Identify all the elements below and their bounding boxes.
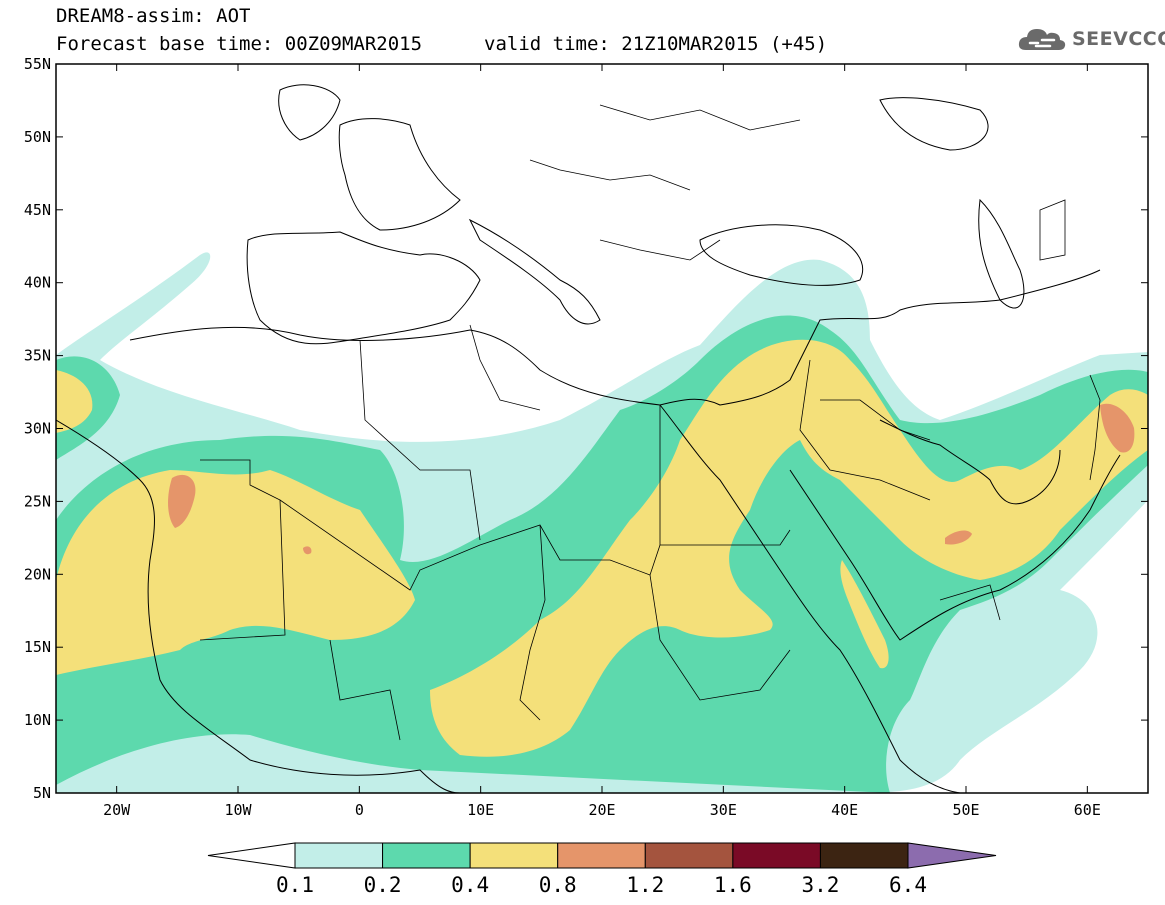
lon-tick-label: 50E bbox=[952, 801, 979, 819]
coastlines bbox=[56, 84, 1121, 793]
lat-tick-label: 55N bbox=[24, 55, 51, 73]
lat-tick-label: 50N bbox=[24, 128, 51, 146]
aot-band-0.8-1.2 bbox=[168, 403, 1135, 555]
aot-field bbox=[56, 252, 1148, 793]
colorbar-label: 3.2 bbox=[801, 873, 839, 897]
map-title: DREAM8-assim: AOT bbox=[56, 5, 251, 27]
colorbar: 0.1 0.2 0.4 0.8 1.2 1.6 3.2 6.4 bbox=[207, 842, 997, 897]
colorbar-swatch bbox=[732, 842, 821, 869]
seevccc-logo: SEEVCCC bbox=[1016, 22, 1165, 56]
lat-tick-label: 25N bbox=[24, 492, 51, 510]
colorbar-label: 0.1 bbox=[276, 873, 314, 897]
lat-tick-label: 5N bbox=[33, 784, 51, 802]
lon-axis: 20W 10W 0 10E 20E 30E 40E 50E 60E bbox=[103, 64, 1101, 819]
colorbar-swatch bbox=[644, 842, 734, 869]
colorbar-label: 0.2 bbox=[364, 873, 402, 897]
colorbar-swatch bbox=[382, 842, 471, 869]
lat-tick-label: 35N bbox=[24, 347, 51, 365]
lon-tick-label: 30E bbox=[710, 801, 737, 819]
lon-tick-label: 20E bbox=[588, 801, 615, 819]
colorbar-under-arrow bbox=[207, 842, 296, 869]
colorbar-label: 1.2 bbox=[626, 873, 664, 897]
colorbar-label: 6.4 bbox=[889, 873, 927, 897]
lat-tick-label: 45N bbox=[24, 201, 51, 219]
lon-tick-label: 10E bbox=[467, 801, 494, 819]
forecast-base-time: Forecast base time: 00Z09MAR2015 bbox=[56, 33, 423, 55]
lat-tick-label: 20N bbox=[24, 565, 51, 583]
lon-tick-label: 60E bbox=[1074, 801, 1101, 819]
lon-tick-label: 40E bbox=[831, 801, 858, 819]
colorbar-label: 1.6 bbox=[714, 873, 752, 897]
lon-tick-label: 0 bbox=[355, 801, 364, 819]
colorbar-swatch bbox=[469, 842, 559, 869]
lat-axis: 5N 10N 15N 20N 25N 30N 35N 40N 45N 50N 55N bbox=[24, 55, 1148, 802]
lat-tick-label: 10N bbox=[24, 711, 51, 729]
colorbar-swatch bbox=[557, 842, 646, 869]
colorbar-swatch bbox=[819, 842, 909, 869]
colorbar-swatch bbox=[294, 842, 384, 869]
colorbar-label: 0.4 bbox=[451, 873, 489, 897]
lat-tick-label: 30N bbox=[24, 420, 51, 438]
colorbar-label: 0.8 bbox=[539, 873, 577, 897]
colorbar-over-arrow bbox=[907, 842, 997, 869]
logo-text: SEEVCCC bbox=[1072, 28, 1165, 50]
lat-tick-label: 40N bbox=[24, 274, 51, 292]
valid-time: valid time: 21Z10MAR2015 (+45) bbox=[484, 33, 828, 55]
cloud-icon bbox=[1018, 29, 1066, 50]
lon-tick-label: 10W bbox=[224, 801, 252, 819]
lon-tick-label: 20W bbox=[103, 801, 131, 819]
aot-band-0.4-0.8 bbox=[56, 339, 1148, 757]
political-borders bbox=[199, 104, 1101, 741]
lat-tick-label: 15N bbox=[24, 638, 51, 656]
